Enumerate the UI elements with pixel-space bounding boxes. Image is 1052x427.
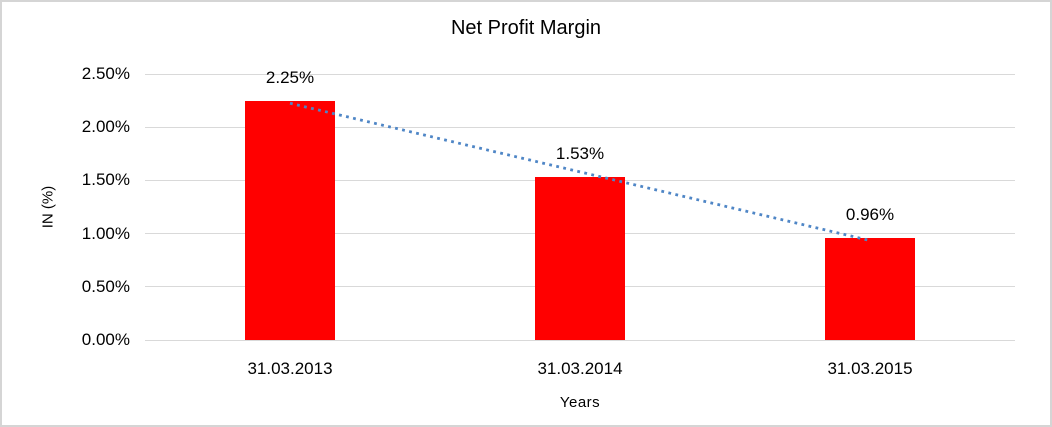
gridline (145, 73, 1015, 75)
bar-31.03.2015 (825, 237, 915, 340)
y-tick-label: 2.50% (81, 64, 130, 83)
y-axis-title: IN (%) (39, 185, 57, 229)
bar-value-label: 1.53% (555, 144, 605, 164)
x-axis-title: Years (559, 394, 601, 411)
bar-31.03.2013 (245, 100, 335, 340)
y-tick-label: 0.50% (81, 276, 130, 296)
bar-value-label: 2.25% (265, 67, 315, 87)
bar-31.03.2014 (535, 177, 625, 340)
x-category-label: 31.03.2013 (247, 359, 333, 378)
y-tick-label: 0.00% (81, 330, 130, 349)
y-tick-label: 2.00% (81, 117, 130, 137)
gridline (145, 339, 1015, 341)
bar-value-label: 0.96% (845, 204, 895, 224)
y-tick-label: 1.50% (81, 170, 130, 190)
chart-title: Net Profit Margin (450, 17, 602, 39)
x-category-label: 31.03.2015 (827, 359, 913, 378)
y-tick-label: 1.00% (81, 223, 130, 243)
x-category-label: 31.03.2014 (537, 359, 623, 378)
